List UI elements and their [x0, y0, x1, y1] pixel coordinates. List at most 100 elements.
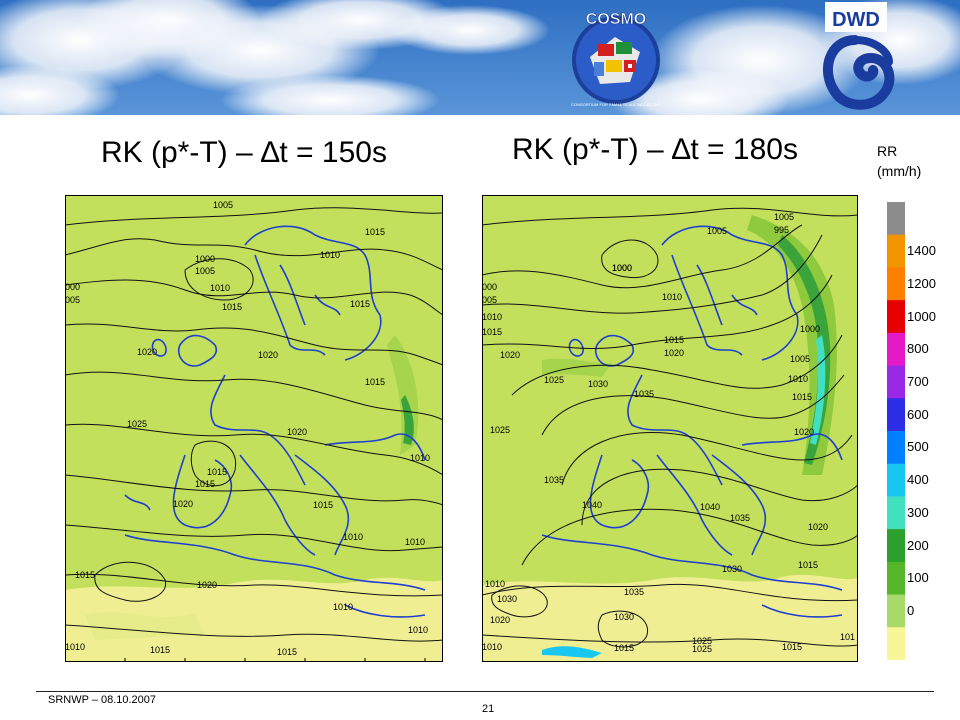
map-ticks	[124, 658, 426, 662]
isobar-label: 005	[65, 295, 80, 305]
isobars	[482, 207, 858, 648]
isobar-label: 1025	[127, 419, 147, 429]
isobar-label: 1020	[794, 427, 814, 437]
isobar-label: 1000	[195, 254, 215, 264]
coastlines	[541, 225, 843, 618]
isobar-label: 1010	[405, 537, 425, 547]
isobar-label: 1015	[150, 645, 170, 655]
isobars	[65, 207, 443, 642]
colorbar-label: 200	[907, 537, 929, 553]
isobar-label: 1025	[692, 644, 712, 654]
colorbar-swatch	[887, 267, 905, 301]
isobar-label: 1015	[798, 560, 818, 570]
colorbar-swatch	[887, 594, 905, 628]
isobar-label: 1020	[490, 615, 510, 625]
isobar-label: 000	[482, 282, 497, 292]
colorbar-label: 500	[907, 439, 929, 455]
isobar-label: 1025	[692, 636, 712, 646]
isobar-label: 1040	[700, 502, 720, 512]
precip-colorbar	[887, 202, 905, 660]
colorbar-swatch	[887, 463, 905, 497]
isobar-label: 1020	[808, 522, 828, 532]
isobar-label: 1015	[207, 467, 227, 477]
isobar-label: 1035	[730, 513, 750, 523]
isobar-label: 1010	[333, 602, 353, 612]
isobar-label: 1010	[788, 374, 808, 384]
isobar-label: 1010	[662, 292, 682, 302]
isobar-label: 1010	[320, 250, 340, 260]
precip-map-180s: 1005 1000 995 1000 1005 1010 000 005 101…	[482, 195, 858, 662]
colorbar-label: 300	[907, 504, 929, 520]
isobar-label: 000	[65, 282, 80, 292]
colorbar-swatch	[887, 627, 905, 660]
isobar-labels: 1005 1000 995 1000 1005 1010 000 005 101…	[482, 212, 855, 654]
map-frame	[65, 195, 443, 662]
isobar-label: 995	[774, 225, 789, 235]
isobar-label: 1010	[410, 453, 430, 463]
isobar-label: 1015	[782, 642, 802, 652]
isobar-label: 1020	[197, 580, 217, 590]
footer-event-date: SRNWP – 08.10.2007	[48, 694, 157, 706]
isobar-label: 1040	[582, 500, 602, 510]
isobar-label: 1015	[482, 327, 502, 337]
page-number: 21	[482, 703, 495, 715]
isobar-label: 101	[840, 632, 855, 642]
isobar-label: 1020	[500, 350, 520, 360]
map-frame	[482, 195, 858, 662]
isobar-label: 1015	[365, 227, 385, 237]
cosmo-logo: COSMO CONSORTIUM FOR SMALL SCALE MODELLI…	[571, 11, 661, 107]
legend-title-line2: (mm/h)	[877, 163, 922, 179]
colorbar-swatch	[887, 300, 905, 334]
colorbar-label: 1000	[907, 308, 936, 324]
isobar-label: 1030	[588, 379, 608, 389]
isobar-label: 1000	[612, 263, 632, 273]
isobar-label: 1020	[664, 348, 684, 358]
legend-title-line1: RR	[877, 143, 898, 159]
isobar-label: 1010	[65, 642, 85, 652]
isobar-label: 1010	[482, 642, 502, 652]
isobar-label: 1025	[490, 425, 510, 435]
isobar-label: 1010	[343, 532, 363, 542]
isobar-label: 1010	[210, 283, 230, 293]
colorbar-label: 0	[907, 602, 915, 618]
colorbar-label: 800	[907, 341, 929, 357]
isobar-label: 1005	[790, 354, 810, 364]
colorbar-label: 100	[907, 570, 929, 586]
cosmo-logo-subtext: CONSORTIUM FOR SMALL SCALE MODELLING	[571, 102, 661, 107]
legend-title: RR (mm/h)	[877, 141, 921, 181]
colorbar-label: 1200	[907, 275, 936, 291]
coastlines	[124, 225, 426, 618]
colorbar-label: 400	[907, 472, 929, 488]
colorbar-label: 700	[907, 373, 929, 389]
colorbar-swatch	[887, 365, 905, 399]
isobar-label: 1005	[213, 200, 233, 210]
isobar-label: 1020	[258, 350, 278, 360]
rain-area-south	[542, 646, 602, 658]
isobar-label: 1015	[664, 335, 684, 345]
isobar-label: 1015	[614, 643, 634, 653]
isobar-label: 1020	[173, 499, 193, 509]
colorbar-swatch	[887, 234, 905, 268]
panel-title-150s: RK (p*-T) – ∆t = 150s	[101, 136, 387, 169]
isobar-label: 1015	[195, 479, 215, 489]
isobar-label: 1010	[408, 625, 428, 635]
isobar-label: 1005	[707, 226, 727, 236]
colorbar-label: 1400	[907, 243, 936, 259]
isobar-label: 1025	[544, 375, 564, 385]
isobar-label: 1015	[277, 647, 297, 657]
isobar-label: 1015	[75, 570, 95, 580]
panel-title-180s: RK (p*-T) – ∆t = 180s	[512, 133, 798, 166]
isobar-label: 1015	[792, 392, 812, 402]
colorbar-swatch	[887, 202, 905, 236]
isobar-label: 1015	[350, 299, 370, 309]
isobar-label: 005	[482, 295, 497, 305]
isobar-label: 1000	[612, 263, 632, 273]
heavy-rain-area	[401, 395, 414, 445]
isobar-label: 1015	[313, 500, 333, 510]
isobar-label: 1005	[774, 212, 794, 222]
dry-region	[65, 577, 443, 662]
dwd-logo: DWD	[822, 2, 895, 110]
colorbar-swatch	[887, 332, 905, 367]
colorbar-swatch	[887, 431, 905, 465]
colorbar-swatch	[887, 496, 905, 530]
